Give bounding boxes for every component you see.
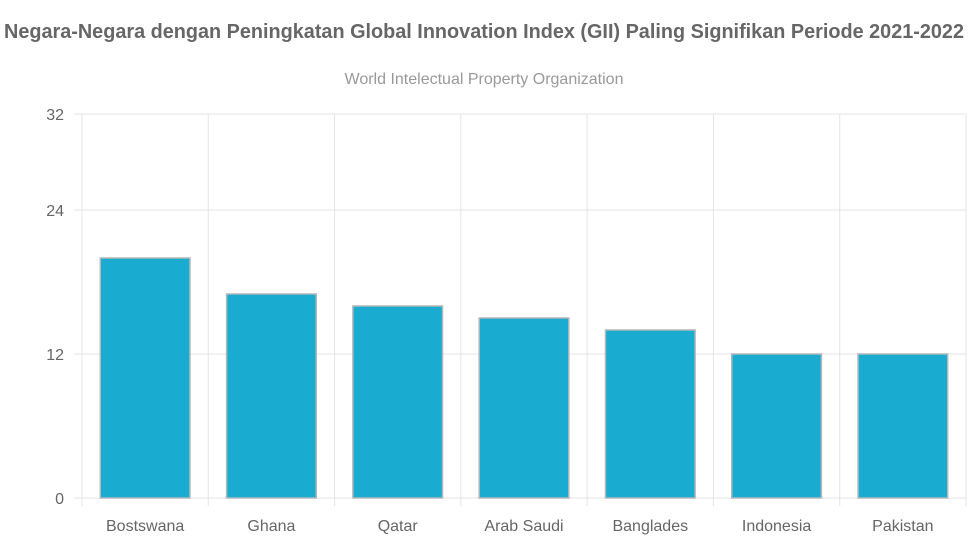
x-tick-label: Bostswana bbox=[106, 518, 184, 535]
bar-arab-saudi bbox=[478, 317, 570, 499]
bars bbox=[99, 257, 949, 499]
x-tick-label: Banglades bbox=[612, 518, 688, 535]
chart-subtitle: World Intelectual Property Organization bbox=[345, 71, 624, 88]
bar-banglades bbox=[604, 329, 696, 499]
x-axis: Bostswana Ghana Qatar Arab Saudi Banglades In… bbox=[106, 518, 934, 535]
y-tick-label: 32 bbox=[46, 107, 64, 124]
x-tick-label: Indonesia bbox=[742, 518, 811, 535]
chart-title: Negara-Negara dengan Peningkatan Global … bbox=[4, 21, 964, 43]
bar-indonesia bbox=[730, 353, 823, 499]
x-tick-label: Arab Saudi bbox=[484, 518, 563, 535]
y-tick-label: 12 bbox=[46, 347, 64, 364]
x-tick-label: Qatar bbox=[378, 518, 419, 535]
y-tick-label: 24 bbox=[46, 203, 64, 220]
y-axis: 0 12 24 32 bbox=[46, 107, 64, 508]
x-tick-label: Pakistan bbox=[872, 518, 933, 535]
bar-qatar bbox=[352, 305, 444, 499]
x-tick-label: Ghana bbox=[247, 518, 295, 535]
bar-bostswana bbox=[99, 257, 191, 499]
bar-pakistan bbox=[857, 353, 949, 499]
grid bbox=[74, 113, 967, 506]
y-tick-label: 0 bbox=[55, 491, 64, 508]
bar-ghana bbox=[225, 293, 318, 499]
